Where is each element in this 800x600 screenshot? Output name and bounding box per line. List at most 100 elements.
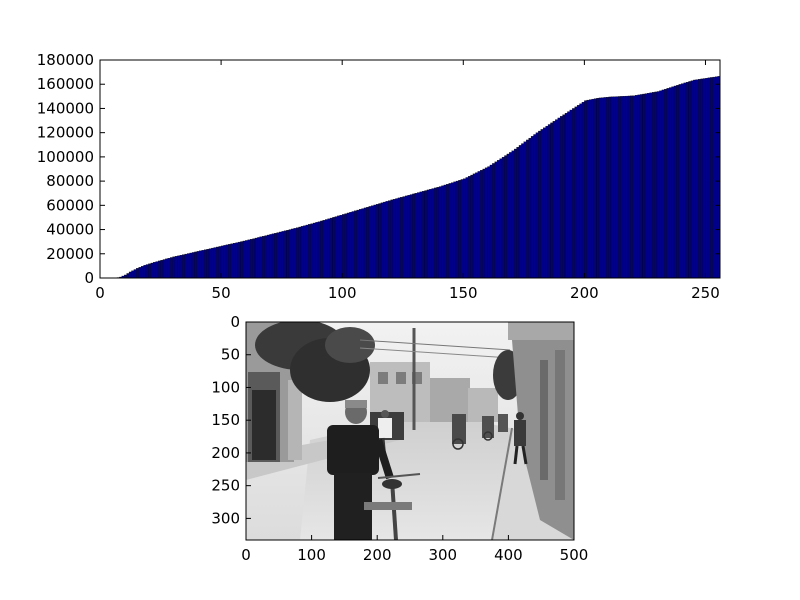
- histogram-bar: [492, 163, 495, 279]
- histogram-bar: [431, 188, 435, 279]
- histogram-bar: [707, 77, 711, 279]
- histogram-bar: [223, 245, 227, 279]
- histogram-axes-frame: [99, 59, 721, 279]
- histogram-bar: [247, 239, 251, 279]
- histogram-bar: [281, 231, 285, 279]
- histogram-bar: [676, 85, 679, 279]
- y-tick-label: 180000: [37, 51, 94, 69]
- histogram-bar: [467, 176, 471, 279]
- histogram-bar: [557, 117, 561, 279]
- histogram-bar: [179, 255, 183, 279]
- histogram-bar: [310, 223, 314, 279]
- histogram-bar: [448, 183, 452, 279]
- histogram-bar: [196, 251, 200, 279]
- image-y-ticks: 0 50 100 150 200 250 300: [211, 313, 251, 527]
- histogram-bar: [395, 198, 399, 279]
- histogram-bar: [201, 250, 205, 279]
- histogram-bar: [463, 178, 466, 279]
- y-tick-label: 60000: [46, 196, 94, 214]
- image-axes-frame: [245, 321, 575, 541]
- histogram-bar: [322, 220, 326, 279]
- histogram-bar: [397, 197, 401, 279]
- histogram-bar: [434, 187, 437, 279]
- histogram-bar: [543, 127, 546, 279]
- histogram-bar: [375, 204, 379, 279]
- histogram-bar: [266, 234, 270, 279]
- histogram-bar: [230, 243, 234, 279]
- histogram-bar: [337, 215, 340, 279]
- histogram-bar: [545, 125, 549, 279]
- histogram-bar: [695, 79, 699, 279]
- histogram-bar: [499, 158, 503, 279]
- histogram-bar: [552, 121, 556, 279]
- histogram-bar: [298, 226, 302, 279]
- histogram-bar: [586, 99, 590, 279]
- y-tick-label: 40000: [46, 221, 94, 239]
- image-x-ticks: 0 100 200 300 400 500: [241, 535, 588, 564]
- histogram-bar: [303, 225, 307, 279]
- histogram-bar: [523, 141, 527, 279]
- histogram-bar: [385, 201, 389, 279]
- histogram-bar: [446, 184, 449, 279]
- histogram-bar: [538, 130, 541, 279]
- histogram-bar: [300, 226, 304, 279]
- histogram-bar: [436, 187, 440, 279]
- histogram-bar: [596, 98, 600, 279]
- histogram-bar: [419, 191, 423, 279]
- histogram-bar: [250, 239, 253, 279]
- histogram-bar: [380, 202, 384, 279]
- histogram-bar: [240, 241, 244, 279]
- histogram-bar: [470, 174, 474, 279]
- image-y-tick-label: 200: [211, 444, 240, 462]
- histogram-bar: [228, 244, 231, 279]
- histogram-bar: [390, 199, 394, 279]
- histogram-bar: [242, 240, 246, 279]
- histogram-bar: [199, 250, 202, 279]
- histogram-bar: [598, 97, 602, 279]
- histogram-bar: [351, 211, 355, 279]
- histogram-bar: [252, 238, 256, 279]
- histogram-bar: [652, 92, 655, 279]
- histogram-bar: [131, 270, 135, 279]
- histogram-bar: [283, 230, 287, 279]
- histogram-bar: [613, 96, 617, 279]
- histogram-bar: [363, 207, 367, 279]
- image-y-tick-label: 300: [211, 509, 240, 527]
- histogram-bar: [392, 199, 396, 279]
- y-tick-label: 100000: [37, 148, 94, 166]
- histogram-bar: [472, 173, 476, 279]
- histogram-bar: [589, 99, 592, 279]
- histogram-bar: [235, 242, 239, 279]
- histogram-bar: [373, 204, 377, 279]
- image-plot: 0 100 200 300 400 500 0 50 100 150 200 250 300: [211, 313, 588, 564]
- histogram-bar: [274, 233, 277, 279]
- histogram-bar: [371, 205, 374, 279]
- histogram-bar: [184, 253, 188, 279]
- histogram-bar: [327, 218, 331, 279]
- histogram-bar: [332, 217, 336, 279]
- histogram-bar: [620, 96, 624, 279]
- histogram-y-ticks: 0 20000 40000 60000 80000 100000 120000 140000 1…: [37, 51, 720, 287]
- histogram-x-ticks: 0 50 100 150 200 250: [95, 60, 720, 302]
- histogram-bar: [574, 106, 578, 279]
- histogram-bar: [562, 114, 566, 279]
- x-tick-label: 100: [328, 284, 357, 302]
- y-tick-label: 20000: [46, 245, 94, 263]
- histogram-bar: [126, 273, 130, 279]
- histogram-bar: [661, 89, 665, 279]
- histogram-bar: [286, 230, 290, 279]
- histogram-bar: [484, 167, 488, 279]
- histogram-bar: [606, 97, 609, 279]
- image-x-tick-label: 0: [241, 546, 251, 564]
- y-tick-label: 160000: [37, 75, 94, 93]
- histogram-bar: [576, 105, 580, 279]
- histogram-bar: [128, 271, 132, 279]
- histogram-bar: [555, 119, 558, 279]
- histogram-bar: [383, 201, 386, 279]
- histogram-bar: [264, 235, 268, 279]
- histogram-bar: [293, 228, 297, 279]
- histogram-bar: [174, 256, 178, 279]
- histogram-bar: [615, 96, 619, 279]
- histogram-bar: [400, 197, 403, 279]
